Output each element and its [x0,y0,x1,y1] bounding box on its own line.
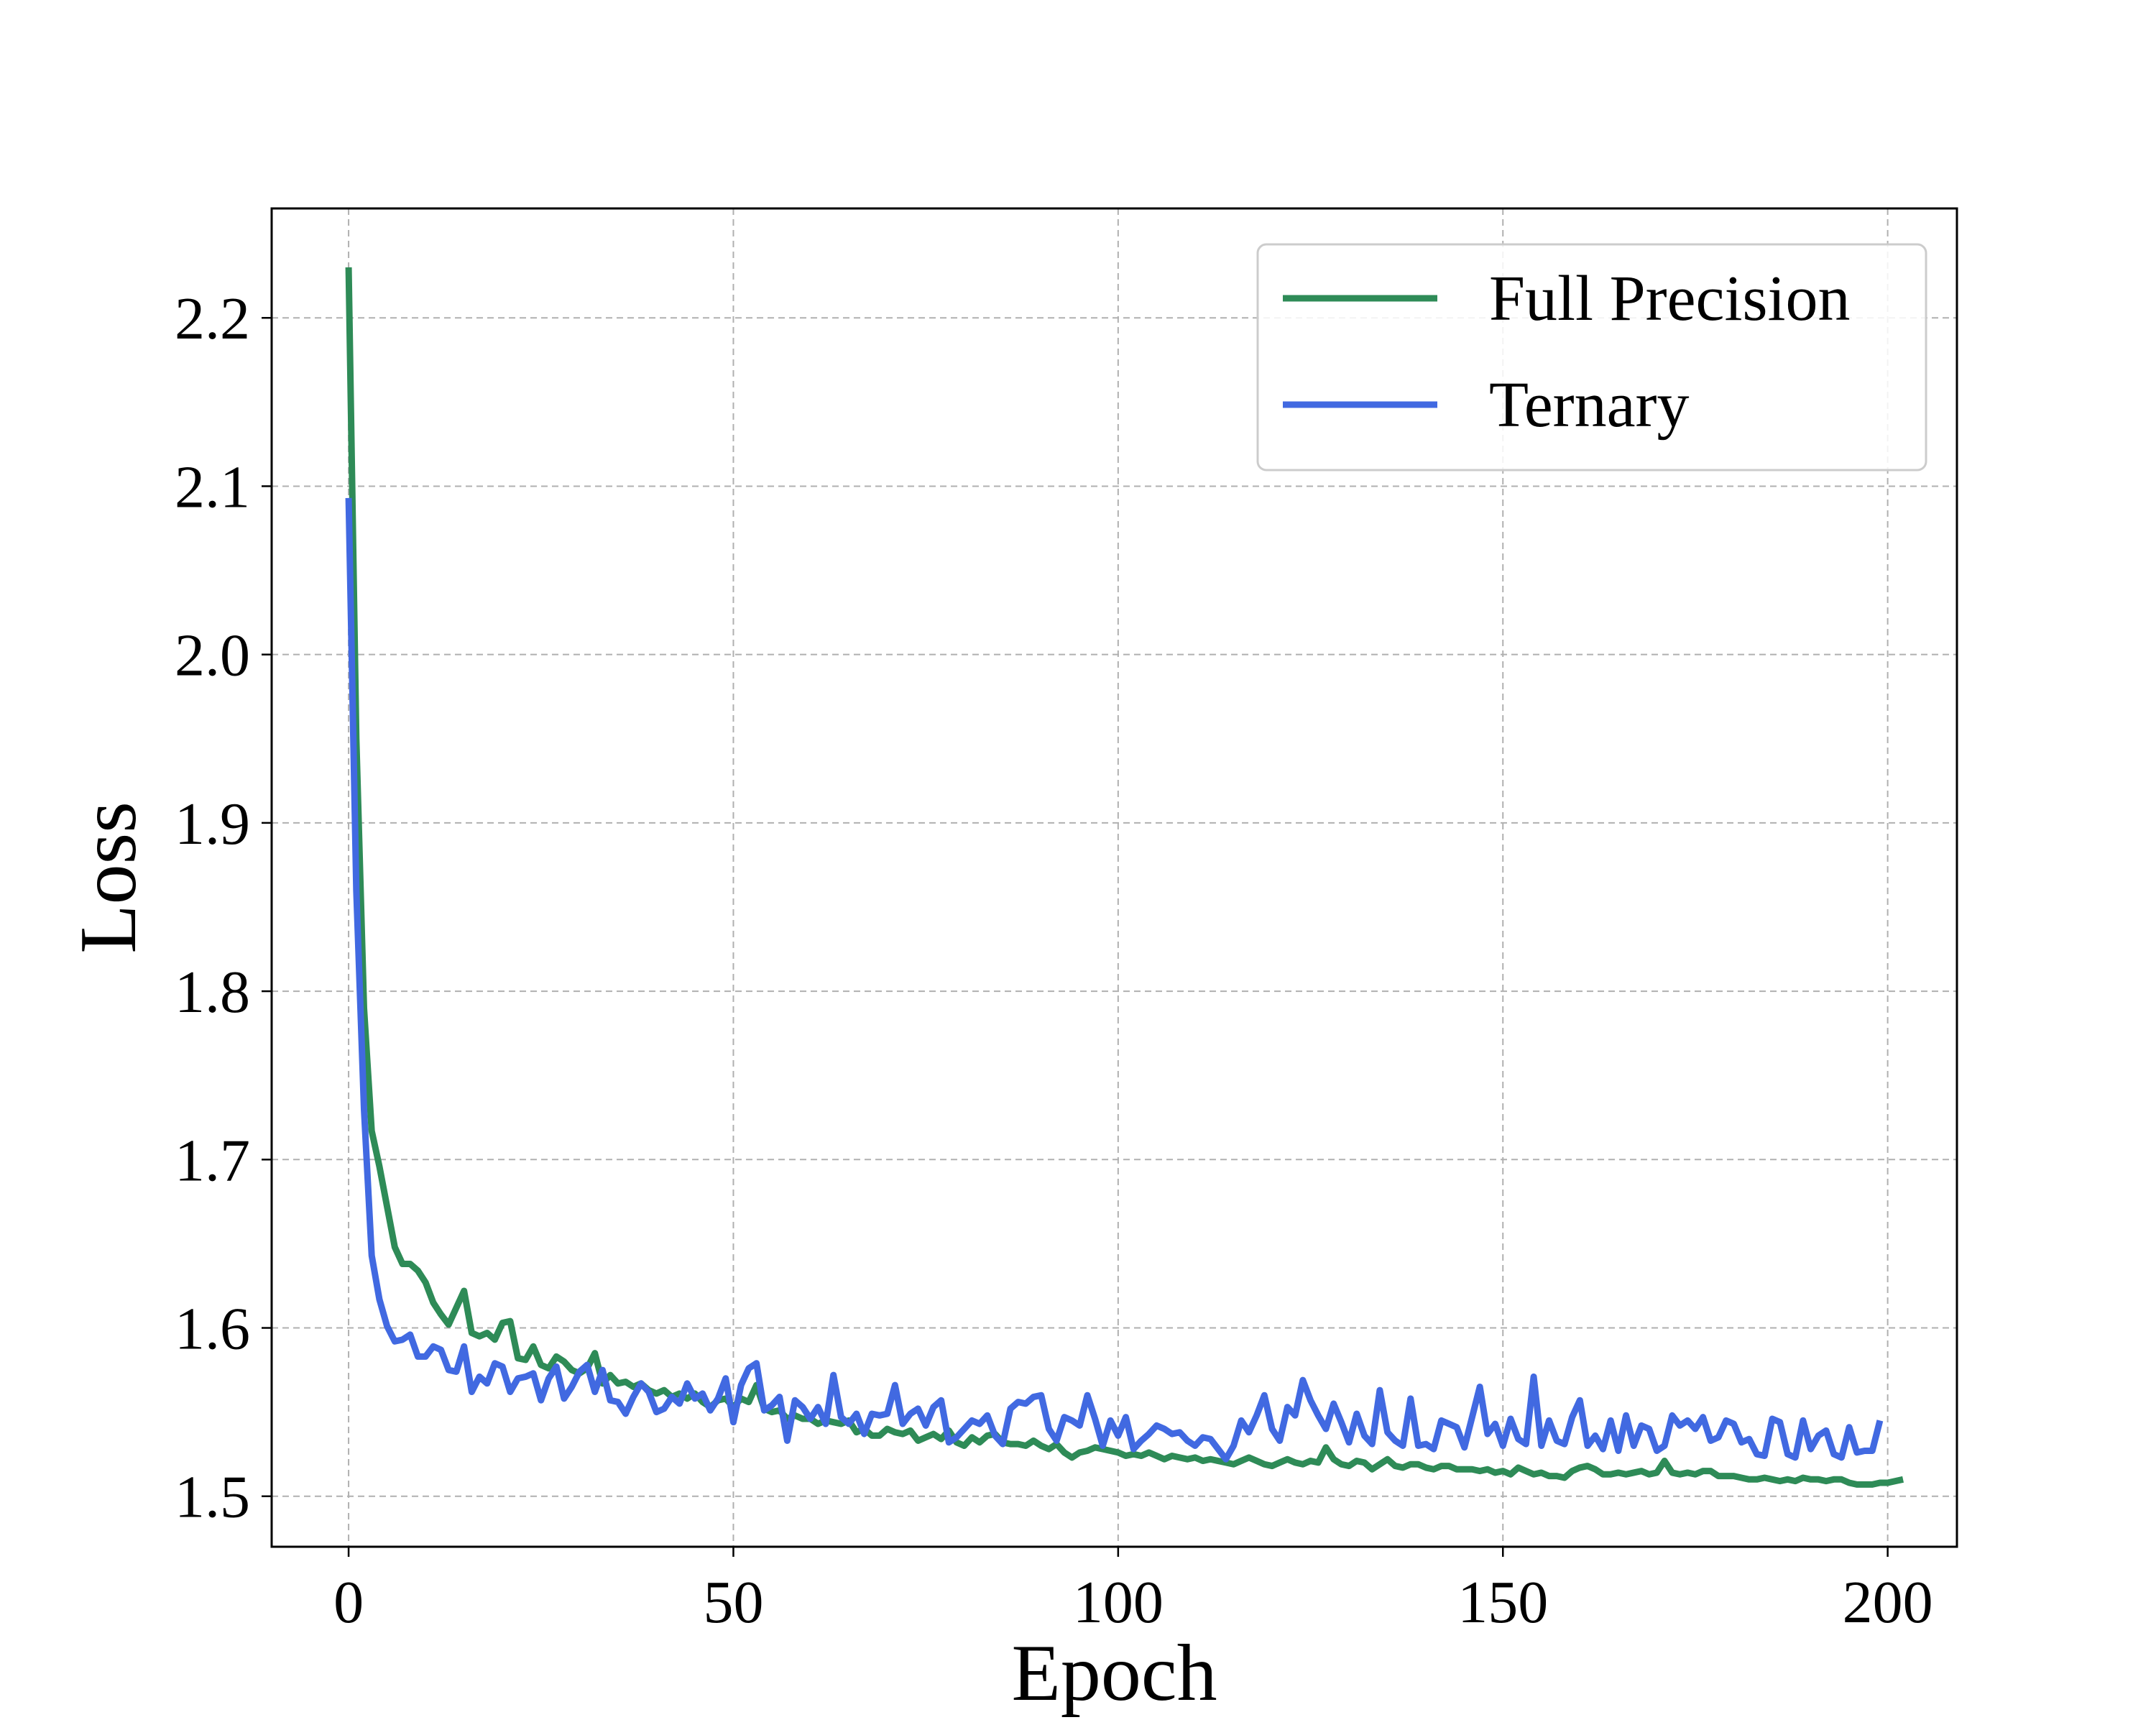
x-tick-label: 50 [703,1569,763,1636]
x-axis-title: Epoch [1011,1629,1217,1718]
series-line-ternary [345,497,1884,1463]
y-tick-label: 1.8 [175,959,250,1026]
ticks: 0 50 100 150 200 1.5 1.6 1.7 1.8 1.9 2.0 2.1 2.2 [175,285,1933,1636]
y-tick-label: 1.9 [175,791,250,857]
legend-label-full-precision: Full Precision [1489,263,1851,334]
grid [272,208,1957,1547]
y-tick-label: 1.7 [175,1127,250,1194]
x-tick-label: 100 [1073,1569,1164,1636]
y-axis-title: Loss [64,801,153,954]
y-tick-label: 2.1 [175,454,250,520]
x-tick-label: 200 [1843,1569,1933,1636]
x-tick-label: 150 [1457,1569,1548,1636]
y-tick-label: 2.0 [175,622,250,689]
legend-label-ternary: Ternary [1489,369,1690,441]
series-layer [345,267,1904,1488]
y-tick-label: 1.5 [175,1464,250,1531]
y-tick-label: 1.6 [175,1296,250,1363]
y-tick-label: 2.2 [175,285,250,352]
plot-frame [270,207,1958,1548]
x-tick-label: 0 [333,1569,364,1636]
legend: Full Precision Ternary [1256,243,1927,472]
